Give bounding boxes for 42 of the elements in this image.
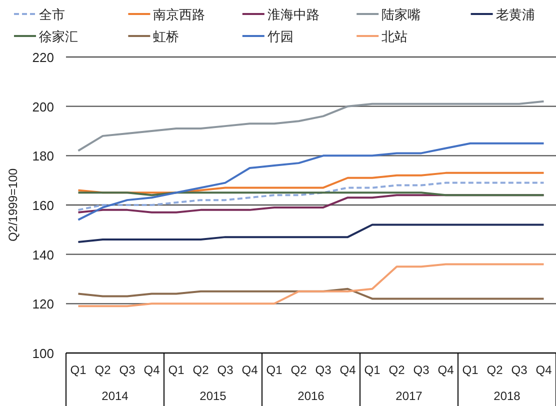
y-tick-label: 180 xyxy=(32,148,54,164)
text: 2017 xyxy=(396,389,423,403)
x-tick-label: Q2 xyxy=(486,363,504,377)
legend-label: 淮海中路 xyxy=(267,7,320,22)
x-tick-label: Q3 xyxy=(217,363,234,377)
x-tick-label: Q3 xyxy=(511,363,528,377)
x-tick-label: Q4 xyxy=(144,363,160,377)
legend-label: 南京西路 xyxy=(153,7,206,22)
x-tick-label: Q2 xyxy=(388,363,406,377)
x-tick-label: Q3 xyxy=(315,363,332,377)
legend-label: 竹园 xyxy=(267,29,294,44)
y-tick-label: 160 xyxy=(32,198,54,213)
x-tick-label: Q3 xyxy=(413,363,430,377)
y-tick-label: 140 xyxy=(32,247,54,262)
x-tick-label: Q2 xyxy=(94,363,112,377)
y-tick-label: 220 xyxy=(32,50,54,65)
legend-label: 虹桥 xyxy=(153,29,180,44)
x-tick-label: Q1 xyxy=(364,363,381,377)
text: 2016 xyxy=(298,389,325,403)
x-tick-label: Q4 xyxy=(438,363,454,377)
legend-label: 老黄浦 xyxy=(496,7,535,22)
x-tick-label: Q3 xyxy=(119,363,136,377)
x-tick-label: Q4 xyxy=(340,363,356,377)
y-tick-label: 200 xyxy=(32,99,54,114)
text: 2015 xyxy=(200,389,227,403)
x-tick-label: Q1 xyxy=(70,363,87,377)
x-tick-label: Q1 xyxy=(462,363,479,377)
y-tick-label: 120 xyxy=(32,296,54,312)
y-tick-label: 100 xyxy=(32,346,54,361)
text: 2014 xyxy=(102,389,129,403)
x-tick-label: Q2 xyxy=(192,363,210,377)
legend-label: 徐家汇 xyxy=(39,29,78,44)
y-axis-title: Q2/1999=100 xyxy=(6,168,20,242)
x-tick-label: Q2 xyxy=(290,363,308,377)
legend-label: 北站 xyxy=(382,29,408,44)
legend-label: 全市 xyxy=(39,7,65,22)
x-tick-label: Q4 xyxy=(536,363,552,377)
x-tick-label: Q1 xyxy=(266,363,283,377)
x-tick-label: Q4 xyxy=(242,363,258,377)
x-tick-label: Q1 xyxy=(168,363,185,377)
text: 2018 xyxy=(494,389,521,403)
legend-label: 陆家嘴 xyxy=(382,7,421,22)
